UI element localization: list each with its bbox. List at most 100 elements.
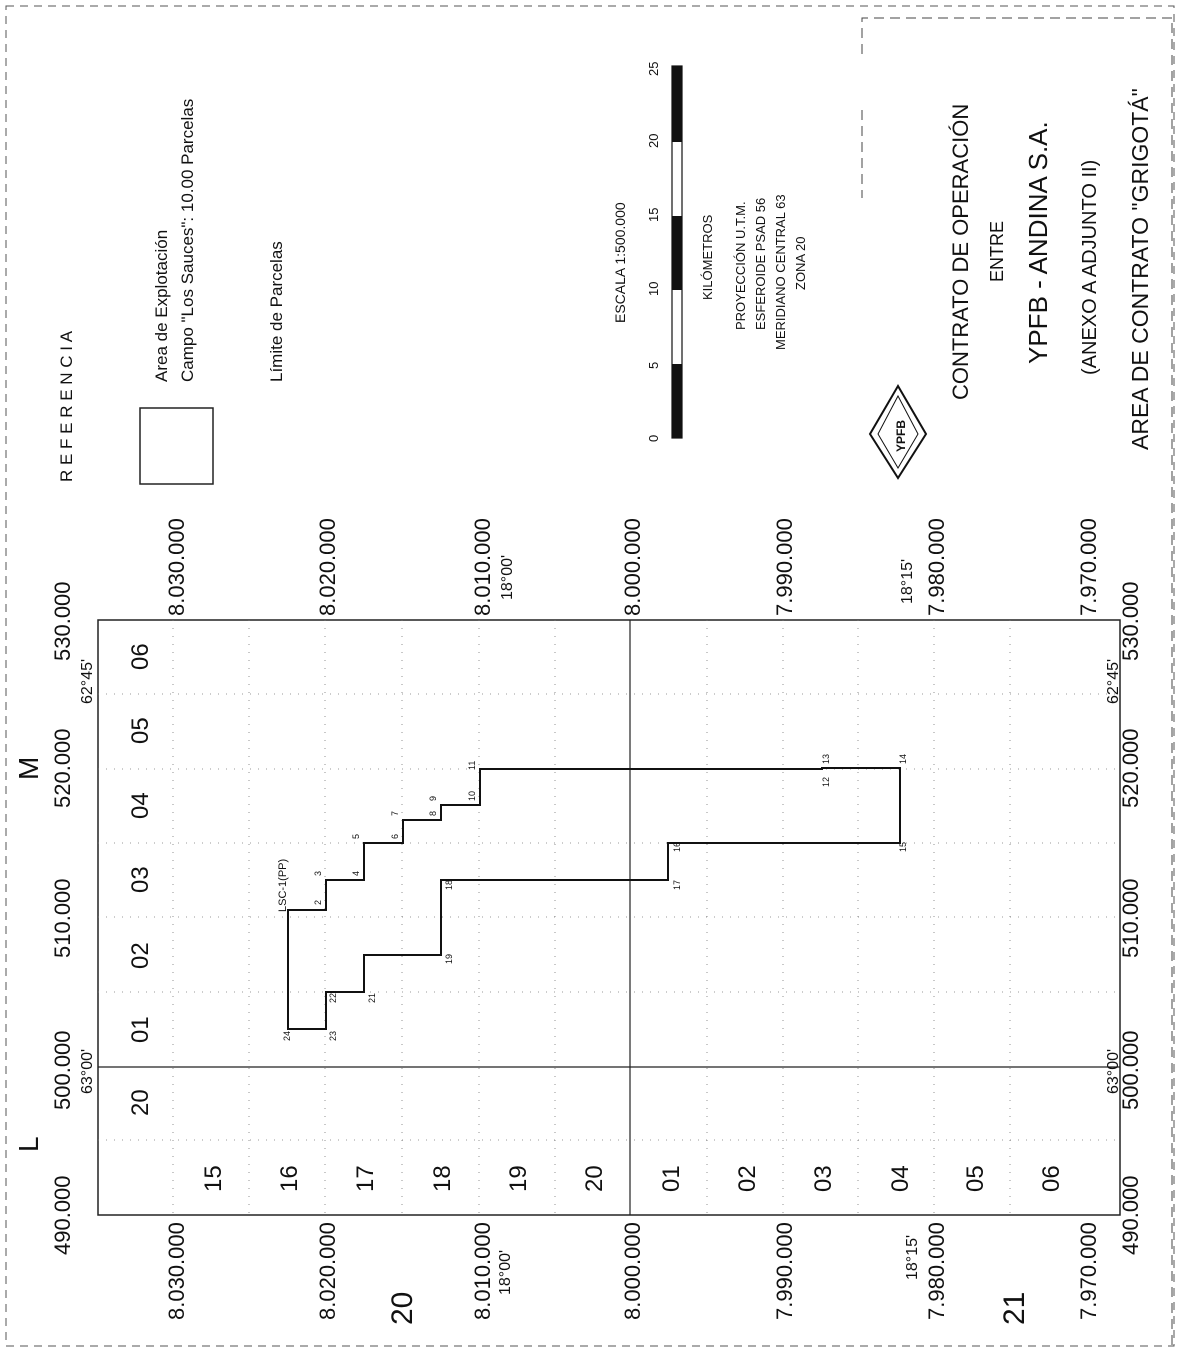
grid-row-labels: 15 16 17 18 19 20 01 02 03 04 05 06 bbox=[200, 1165, 1065, 1192]
vertex-label: 5 bbox=[351, 834, 361, 839]
scale-tick: 10 bbox=[646, 282, 661, 296]
grid-row-label: 05 bbox=[962, 1165, 989, 1192]
grid-col-label: 04 bbox=[127, 792, 154, 819]
northing-label: 7.980.000 bbox=[924, 1222, 949, 1320]
vertex-label: 11 bbox=[467, 761, 477, 770]
map-frame bbox=[97, 619, 1121, 1216]
easting-label: 500.000 bbox=[50, 1030, 75, 1110]
projection-line1: PROYECCIÓN U.T.M. bbox=[733, 201, 748, 330]
northing-label: 7.980.000 bbox=[924, 518, 949, 616]
vertex-label: 13 bbox=[821, 754, 831, 764]
easting-label: 510.000 bbox=[50, 878, 75, 958]
easting-label: 530.000 bbox=[50, 581, 75, 661]
projection-line4: ZONA 20 bbox=[793, 237, 808, 290]
vertex-label: 21 bbox=[367, 993, 377, 1003]
northing-label: 8.010.000 bbox=[470, 518, 495, 616]
vertex-label: 6 bbox=[390, 834, 400, 839]
easting-label: 520.000 bbox=[1118, 728, 1143, 808]
grid-col-label: 01 bbox=[127, 1016, 154, 1043]
scale-unit: KILÓMETROS bbox=[700, 214, 715, 300]
zone-20-label: 20 bbox=[386, 1292, 419, 1325]
vertex-label: 10 bbox=[467, 791, 477, 801]
legend-title: R E F E R E N C I A bbox=[57, 330, 76, 482]
scale-tick: 5 bbox=[646, 362, 661, 369]
vertex-label: 17 bbox=[672, 880, 682, 890]
northing-labels-left: 8.030.000 8.020.000 8.010.000 8.000.000 … bbox=[164, 1222, 1101, 1320]
vertex-label: 2 bbox=[313, 900, 323, 905]
northing-label: 7.990.000 bbox=[772, 518, 797, 616]
vertex-label: 23 bbox=[328, 1031, 338, 1041]
vertex-label: 19 bbox=[444, 954, 454, 964]
easting-label: 500.000 bbox=[1118, 1030, 1143, 1110]
projection-line3: MERIDIANO CENTRAL 63 bbox=[773, 194, 788, 350]
vertex-label: 16 bbox=[672, 842, 682, 852]
easting-label: 530.000 bbox=[1118, 581, 1143, 661]
northing-label: 7.990.000 bbox=[772, 1222, 797, 1320]
northing-label: 8.010.000 bbox=[470, 1222, 495, 1320]
contract-area-outline bbox=[287, 767, 901, 1030]
grid-row-label: 19 bbox=[505, 1165, 532, 1192]
block-m-label: M bbox=[13, 757, 44, 780]
vertex-labels: 2 3 4 5 6 7 8 9 10 11 12 13 14 15 16 17 … bbox=[282, 754, 908, 1041]
grid-row-label: 17 bbox=[352, 1165, 379, 1192]
lat-south-left: 18°15' bbox=[904, 1235, 921, 1280]
easting-label: 520.000 bbox=[50, 728, 75, 808]
lat-north-left: 18°00' bbox=[497, 1250, 514, 1295]
northing-label: 8.020.000 bbox=[315, 518, 340, 616]
vertex-label: 15 bbox=[898, 842, 908, 852]
northing-label: 8.030.000 bbox=[164, 1222, 189, 1320]
title-line2: ENTRE bbox=[987, 221, 1007, 282]
grid-col-label: 06 bbox=[127, 643, 154, 670]
title-line5: AREA DE CONTRATO "GRIGOTÁ" bbox=[1127, 88, 1153, 450]
grid-row-label: 18 bbox=[429, 1165, 456, 1192]
title-line4: (ANEXO A ADJUNTO II) bbox=[1079, 160, 1101, 375]
scale-tick: 0 bbox=[646, 435, 661, 442]
lon-west-top: 63°00' bbox=[79, 1049, 96, 1094]
lon-east-bottom: 62°45' bbox=[1105, 659, 1122, 704]
grid-row-label: 16 bbox=[276, 1165, 303, 1192]
easting-label: 510.000 bbox=[1118, 878, 1143, 958]
logo-text: YPFB bbox=[894, 420, 908, 452]
scale-tick: 20 bbox=[646, 134, 661, 148]
parcel-grid bbox=[98, 620, 1120, 1215]
vertex-label: 4 bbox=[351, 871, 361, 876]
scale-bar bbox=[671, 65, 683, 439]
northing-label: 8.020.000 bbox=[315, 1222, 340, 1320]
grid-col-label: 05 bbox=[127, 717, 154, 744]
grid-row-label: 03 bbox=[810, 1165, 837, 1192]
grid-col-label: 20 bbox=[127, 1089, 154, 1116]
easting-labels-top: 490.000 500.000 510.000 520.000 530.000 bbox=[50, 581, 75, 1255]
grid-row-label: 15 bbox=[200, 1165, 227, 1192]
grid-column-labels: 20 01 02 03 04 05 06 bbox=[127, 643, 154, 1116]
vertex-label: 14 bbox=[898, 754, 908, 764]
easting-label: 490.000 bbox=[1118, 1175, 1143, 1255]
vertex-label: 24 bbox=[282, 1031, 292, 1041]
grid-row-label: 01 bbox=[658, 1165, 685, 1192]
grid-row-label: 02 bbox=[734, 1165, 761, 1192]
lon-east-top: 62°45' bbox=[79, 659, 96, 704]
northing-labels-right: 8.030.000 8.020.000 8.010.000 8.000.000 … bbox=[164, 518, 1101, 616]
legend-area-line1: Area de Explotación bbox=[152, 230, 171, 382]
scale-title: ESCALA 1:500.000 bbox=[612, 202, 628, 323]
ypfb-logo: YPFB bbox=[868, 384, 928, 480]
zone-21-label: 21 bbox=[998, 1292, 1031, 1325]
northing-label: 8.000.000 bbox=[620, 1222, 645, 1320]
scale-tick: 25 bbox=[646, 62, 661, 76]
grid-col-label: 02 bbox=[127, 942, 154, 969]
title-line1: CONTRATO DE OPERACIÓN bbox=[948, 104, 973, 400]
vertex-label: 8 bbox=[428, 811, 438, 816]
projection-line2: ESFEROIDE PSAD 56 bbox=[753, 198, 768, 330]
vertex-label: 3 bbox=[313, 871, 323, 876]
scale-tick: 15 bbox=[646, 208, 661, 222]
vertex-label: 18 bbox=[444, 880, 454, 890]
vertex-label: 7 bbox=[390, 811, 400, 816]
scale-ticks: 0 5 10 15 20 25 bbox=[646, 62, 661, 442]
legend-limit: Límite de Parcelas bbox=[267, 241, 286, 382]
sheet-border bbox=[5, 5, 1175, 1347]
northing-label: 8.030.000 bbox=[164, 518, 189, 616]
legend-area-line2: Campo "Los Sauces": 10.00 Parcelas bbox=[178, 99, 197, 382]
title-line3: YPFB - ANDINA S.A. bbox=[1023, 121, 1053, 364]
vertex-label: 22 bbox=[328, 993, 338, 1003]
northing-label: 7.970.000 bbox=[1076, 518, 1101, 616]
